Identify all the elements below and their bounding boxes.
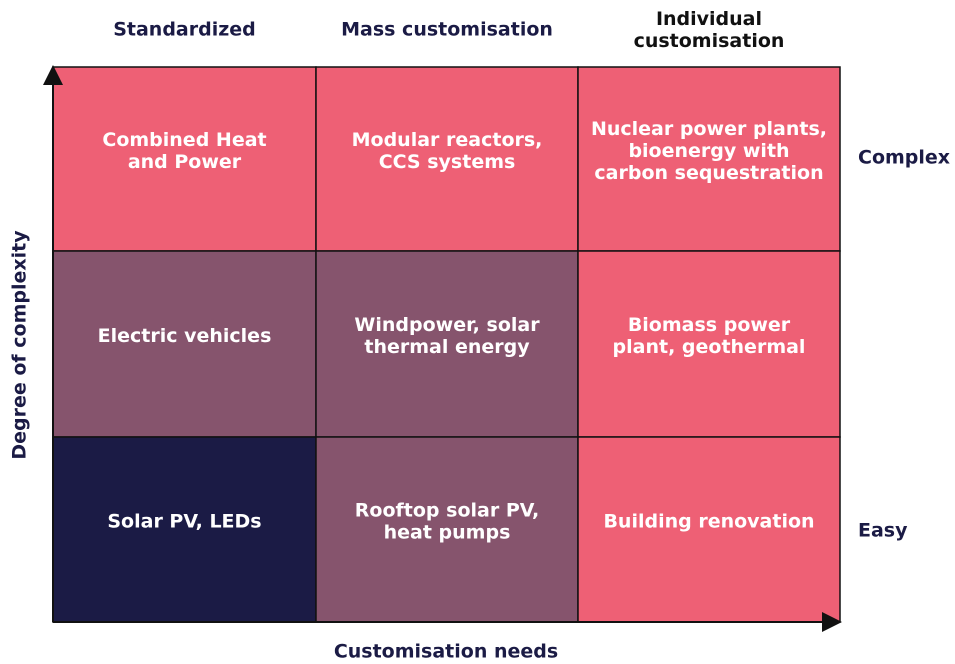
column-header-line: customisation: [634, 30, 785, 52]
cell-text-line: Windpower, solar: [354, 314, 540, 336]
cell-text-line: bioenergy with: [628, 140, 789, 162]
y-axis-label: Degree of complexity: [9, 230, 31, 460]
x-axis-label: Customisation needs: [334, 641, 558, 663]
column-header: Mass customisation: [341, 19, 553, 41]
cell-text-line: Biomass power: [628, 314, 791, 336]
cell-text: Modular reactors, CCS systems: [352, 129, 543, 173]
cell-text: Solar PV, LEDs: [107, 510, 261, 532]
row-label: Complex: [858, 147, 950, 169]
column-header: Individual customisation: [634, 8, 785, 52]
cell-text-line: Modular reactors,: [352, 129, 543, 151]
cell-text-line: Solar PV, LEDs: [107, 510, 261, 532]
cell-text: Nuclear power plants, bioenergy with carbo…: [591, 118, 827, 184]
cell-text-line: CCS systems: [379, 151, 516, 173]
column-header-line: Individual: [656, 8, 762, 30]
cell-text-line: and Power: [128, 151, 242, 173]
cell-text-line: heat pumps: [384, 521, 511, 543]
cell-text-line: Building renovation: [603, 510, 814, 532]
cell-text: Windpower, solar thermal energy: [354, 314, 540, 358]
cell-text-line: Nuclear power plants,: [591, 118, 827, 140]
column-header: Standardized: [113, 19, 256, 41]
cell: [315, 250, 579, 438]
cell: [577, 250, 841, 438]
cell: [577, 66, 841, 252]
cell-text: Combined Heat and Power: [102, 129, 266, 173]
cell-text-line: carbon sequestration: [594, 162, 823, 184]
cell-text-line: Combined Heat: [102, 129, 266, 151]
row-label: Easy: [858, 520, 908, 542]
cell-text-line: thermal energy: [364, 336, 530, 358]
cell-text-line: Electric vehicles: [98, 325, 272, 347]
cell: [315, 436, 579, 623]
cell-text: Biomass power plant, geothermal: [613, 314, 806, 358]
cell-text: Building renovation: [603, 510, 814, 532]
cell-text: Electric vehicles: [98, 325, 272, 347]
cell-text: Rooftop solar PV, heat pumps: [355, 499, 539, 543]
cell-text-line: plant, geothermal: [613, 336, 806, 358]
cell-text-line: Rooftop solar PV,: [355, 499, 539, 521]
cell: [52, 66, 317, 252]
